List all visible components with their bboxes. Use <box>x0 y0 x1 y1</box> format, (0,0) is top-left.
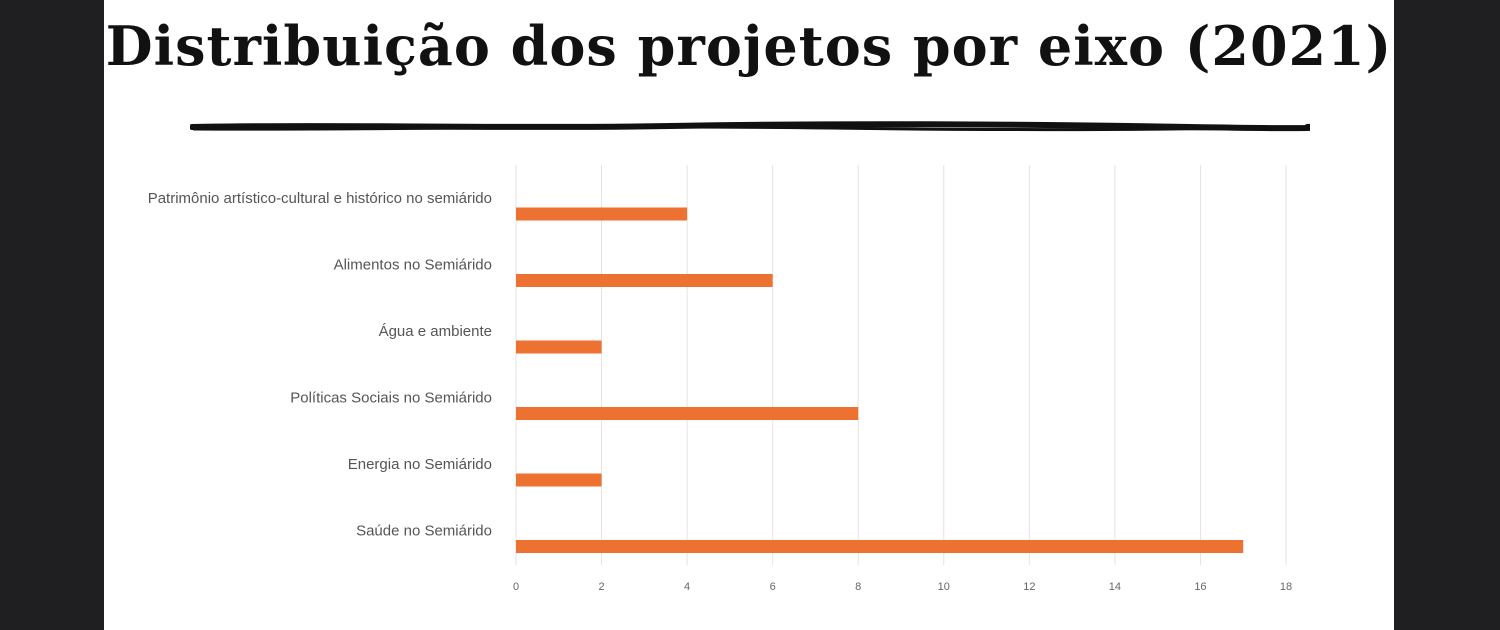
category-label: Energia no Semiárido <box>348 456 492 473</box>
x-tick-label: 12 <box>1023 581 1035 593</box>
x-tick-label: 16 <box>1194 581 1206 593</box>
x-tick-label: 10 <box>938 581 950 593</box>
category-label: Patrimônio artístico-cultural e históric… <box>148 190 492 207</box>
bar-chart: 0 2 4 6 8 10 12 14 16 18 Patrimônio artístico-cult… <box>148 165 1292 593</box>
x-tick-label: 0 <box>513 581 519 593</box>
category-label: Políticas Sociais no Semiárido <box>290 390 492 407</box>
x-tick-label: 8 <box>855 581 861 593</box>
bar <box>516 540 1244 553</box>
title-underline <box>190 121 1310 132</box>
bar <box>516 340 602 354</box>
bar <box>516 473 602 487</box>
x-tick-label: 6 <box>770 581 776 593</box>
slide: Distribuição dos projetos por eixo (2021… <box>104 0 1394 630</box>
x-tick-label: 4 <box>684 581 690 593</box>
category-label: Água e ambiente <box>379 323 492 340</box>
x-tick-label: 18 <box>1280 581 1292 593</box>
slide-title: Distribuição dos projetos por eixo (2021… <box>105 14 1393 78</box>
bar <box>516 274 773 287</box>
x-tick-label: 2 <box>598 581 604 593</box>
category-label: Alimentos no Semiárido <box>334 257 492 274</box>
x-tick-label: 14 <box>1109 581 1121 593</box>
category-label: Saúde no Semiárido <box>356 523 492 540</box>
bar <box>516 407 859 420</box>
bar <box>516 207 688 221</box>
